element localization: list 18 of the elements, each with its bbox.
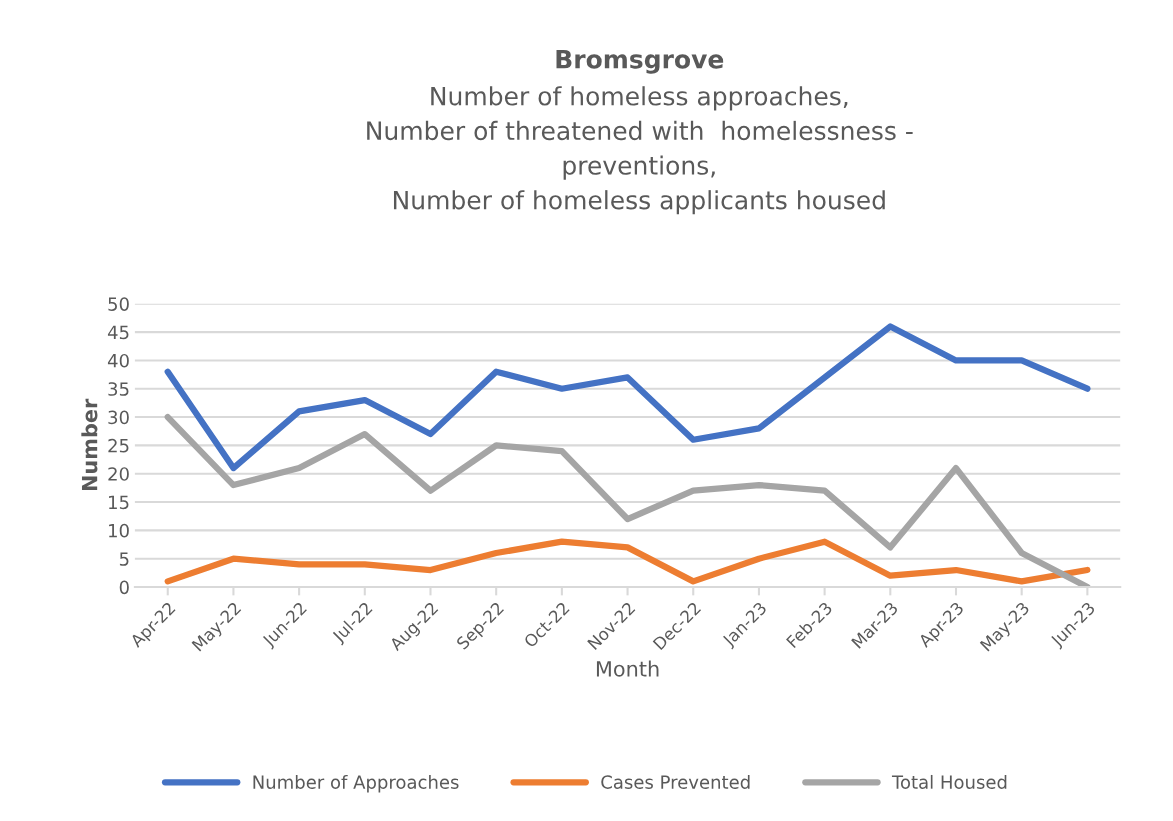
y-axis-title: Number [81,398,98,491]
y-tick-label: 50 [108,297,129,311]
y-tick-label: 25 [108,438,129,453]
y-tick-label: 0 [119,580,129,595]
chart-subtitle: Number of homeless approaches, Number of threatened with homelessness - preventions, Number of homeless applicants housed [367,86,913,215]
y-tick-label: 30 [108,410,129,425]
y-tick-label: 20 [108,467,129,481]
legend-label: Total Housed [891,774,1007,789]
y-tick-label: 45 [107,325,129,340]
y-tick-label: 15 [109,495,129,510]
x-axis-title: Month [596,660,659,677]
y-tick-label: 40 [107,353,129,368]
y-tick-label: 35 [108,382,129,396]
y-tick-label: 10 [109,523,129,538]
legend-label: Number of Approaches [253,774,459,793]
y-tick-label: 5 [119,552,129,566]
legend-label: Cases Prevented [601,774,750,789]
chart-title: Bromsgrove [556,50,724,74]
